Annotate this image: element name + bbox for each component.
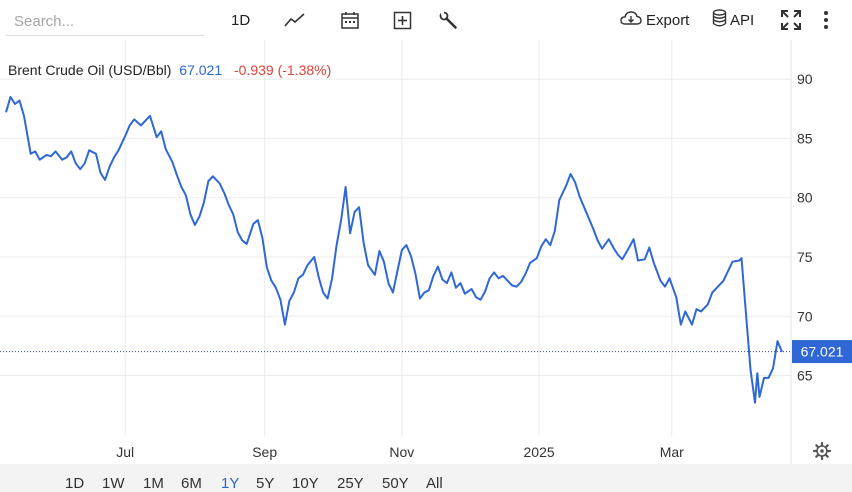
y-axis-ticks: 65 70 75 80 85 90	[797, 71, 813, 383]
y-tick-label: 75	[797, 249, 813, 265]
range-all-button[interactable]: All	[426, 475, 443, 492]
range-1d-button[interactable]: 1D	[65, 475, 85, 492]
more-vertical-icon[interactable]	[822, 9, 830, 31]
fullscreen-icon[interactable]	[781, 9, 801, 31]
api-label: API	[730, 11, 755, 29]
x-tick-label: 2025	[524, 444, 555, 460]
last-price-tag-bg	[792, 340, 852, 364]
range-50y-button[interactable]: 50Y	[382, 475, 409, 492]
last-price-value: 67.021	[801, 344, 844, 360]
y-tick-label: 70	[797, 308, 813, 324]
range-5y-button[interactable]: 5Y	[256, 475, 275, 492]
y-tick-label: 65	[797, 368, 813, 384]
range-1y-button[interactable]: 1Y	[221, 475, 240, 492]
y-tick-label: 80	[797, 190, 813, 206]
range-25y-button[interactable]: 25Y	[337, 475, 364, 492]
x-axis-ticks: Jul Sep Nov 2025 Mar	[116, 444, 684, 460]
wrench-icon[interactable]	[439, 9, 458, 31]
cloud-download-icon	[620, 10, 642, 30]
last-price-tag: 67.021	[792, 340, 852, 364]
vertical-gridlines	[124, 40, 673, 436]
plus-square-icon[interactable]	[393, 9, 412, 31]
x-tick-label: Nov	[389, 444, 414, 460]
x-tick-label: Sep	[252, 444, 277, 460]
y-tick-label: 90	[797, 71, 813, 87]
legend-price: 67.021	[179, 62, 222, 78]
calendar-icon[interactable]	[340, 9, 360, 31]
chart-legend: Brent Crude Oil (USD/Bbl) 67.021 -0.939 …	[8, 62, 331, 78]
interval-label: 1D	[231, 11, 251, 29]
x-tick-label: Mar	[660, 444, 684, 460]
search-input[interactable]	[6, 8, 204, 36]
x-tick-label: Jul	[116, 444, 134, 460]
line-chart-icon[interactable]	[284, 9, 306, 31]
database-icon	[712, 9, 727, 31]
export-button[interactable]: Export	[620, 9, 689, 31]
api-button[interactable]: API	[712, 9, 754, 31]
interval-button[interactable]: 1D	[231, 9, 250, 31]
series-line	[5, 95, 783, 404]
export-label: Export	[646, 11, 690, 29]
y-tick-label: 85	[797, 130, 813, 146]
horizontal-gridlines	[0, 78, 791, 377]
legend-name: Brent Crude Oil (USD/Bbl)	[8, 62, 171, 78]
settings-icon[interactable]	[812, 441, 832, 461]
range-1w-button[interactable]: 1W	[102, 475, 125, 492]
legend-change: -0.939 (-1.38%)	[234, 62, 331, 78]
range-1m-button[interactable]: 1M	[143, 475, 164, 492]
range-10y-button[interactable]: 10Y	[292, 475, 319, 492]
price-chart[interactable]: 65 70 75 80 85 90 Jul Sep Nov 2025 Mar 67.021 Bre…	[0, 40, 852, 464]
range-6m-button[interactable]: 6M	[181, 475, 202, 492]
toolbar: 1D Export API	[0, 0, 852, 40]
range-selector: 1D 1W 1M 6M 1Y 5Y 10Y 25Y 50Y All	[0, 464, 852, 492]
